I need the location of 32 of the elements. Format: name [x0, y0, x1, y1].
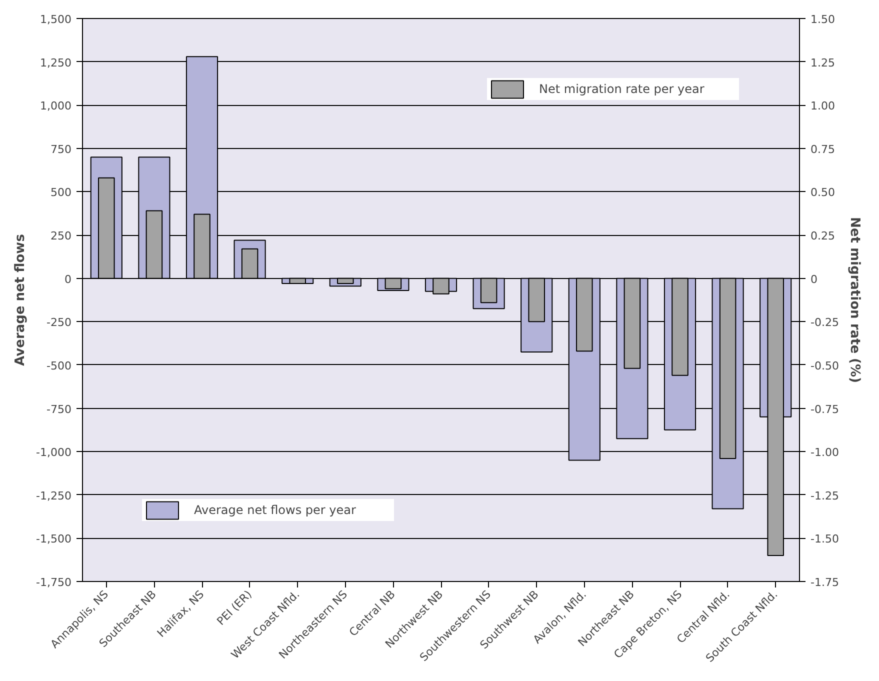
- y2-axis-title: Net migration rate (%): [846, 217, 862, 383]
- y2-tick-label: -1.00: [810, 446, 839, 460]
- y-tick-label: 1,500: [40, 13, 72, 26]
- y2-tick-label: -0.50: [810, 359, 839, 372]
- y2-tick-label: 1.00: [810, 100, 835, 113]
- y2-tick-label: 0.25: [810, 230, 835, 243]
- legend-label: Net migration rate per year: [539, 82, 706, 96]
- y-tick-label: 250: [50, 230, 72, 243]
- y-tick-label: -1,500: [36, 532, 72, 546]
- y2-tick-label: -0.75: [810, 402, 839, 416]
- y-tick-label: 0: [64, 272, 72, 286]
- y2-tick-label: -1.50: [810, 532, 839, 546]
- y-tick-label: -500: [46, 359, 72, 372]
- y2-tick-label: -1.75: [810, 576, 839, 589]
- y-axis-title: Average net flows: [13, 234, 28, 366]
- y2-tick-label: 1.25: [810, 56, 835, 70]
- y-tick-label: 500: [50, 186, 72, 200]
- y-tick-label: 750: [50, 142, 72, 156]
- y-tick-label: -250: [46, 316, 72, 330]
- y2-tick-label: 1.50: [810, 13, 835, 26]
- y2-tick-label: -0.25: [810, 316, 839, 330]
- y-tick-label: 1,250: [40, 56, 72, 70]
- y2-tick-label: 0.50: [810, 186, 835, 200]
- y-tick-label: -1,750: [36, 576, 72, 589]
- y-tick-label: 1,000: [40, 100, 72, 113]
- y2-tick-label: 0: [810, 272, 818, 286]
- y2-tick-label: 0.75: [810, 142, 835, 156]
- legend-label: Average net flows per year: [194, 503, 357, 517]
- y-tick-label: -750: [46, 402, 72, 416]
- y-tick-label: -1,250: [36, 489, 72, 502]
- y2-tick-label: -1.25: [810, 489, 839, 502]
- y-tick-label: -1,000: [36, 446, 72, 460]
